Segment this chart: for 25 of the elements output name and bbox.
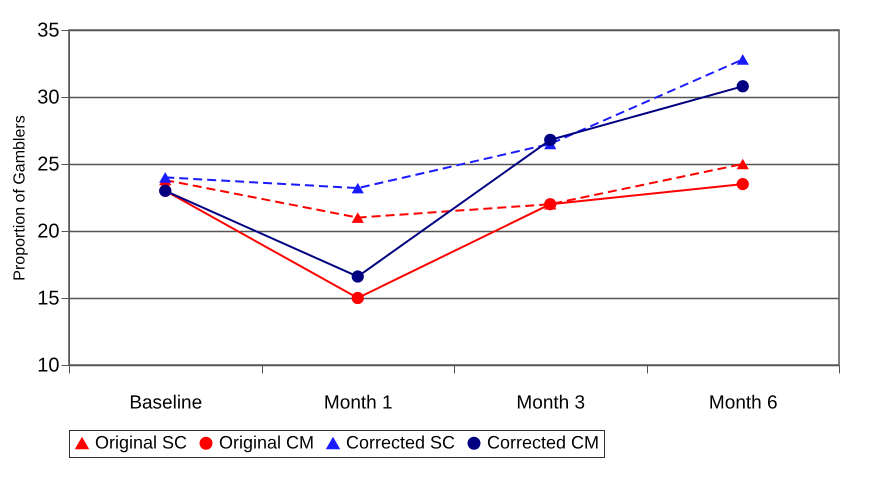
legend-label: Original SC bbox=[95, 432, 188, 452]
point bbox=[159, 172, 172, 183]
point bbox=[352, 212, 364, 223]
y-tick-label: 30 bbox=[37, 86, 60, 108]
y-tick-label: 25 bbox=[37, 154, 60, 176]
x-tick-label: Baseline bbox=[129, 392, 202, 414]
point bbox=[736, 80, 749, 92]
point bbox=[736, 158, 749, 170]
x-tick-label: Month 1 bbox=[324, 392, 393, 414]
point bbox=[544, 134, 556, 146]
point bbox=[352, 182, 364, 194]
point bbox=[352, 270, 364, 283]
y-tick-label: 20 bbox=[37, 220, 60, 242]
x-tick-label: Month 3 bbox=[516, 392, 586, 414]
y-tick-label: 35 bbox=[37, 20, 60, 42]
y-tick-label: 15 bbox=[37, 288, 60, 310]
legend-label: Original CM bbox=[219, 432, 314, 452]
y-tick-label: 10 bbox=[37, 354, 60, 376]
y-axis-title: Proportion of Gamblers bbox=[11, 115, 28, 281]
x-tick-label: Month 6 bbox=[708, 392, 778, 414]
point bbox=[736, 54, 749, 65]
legend-label: Corrected SC bbox=[346, 432, 456, 452]
legend-label: Corrected CM bbox=[487, 432, 600, 452]
point bbox=[352, 292, 364, 304]
point bbox=[736, 178, 749, 190]
